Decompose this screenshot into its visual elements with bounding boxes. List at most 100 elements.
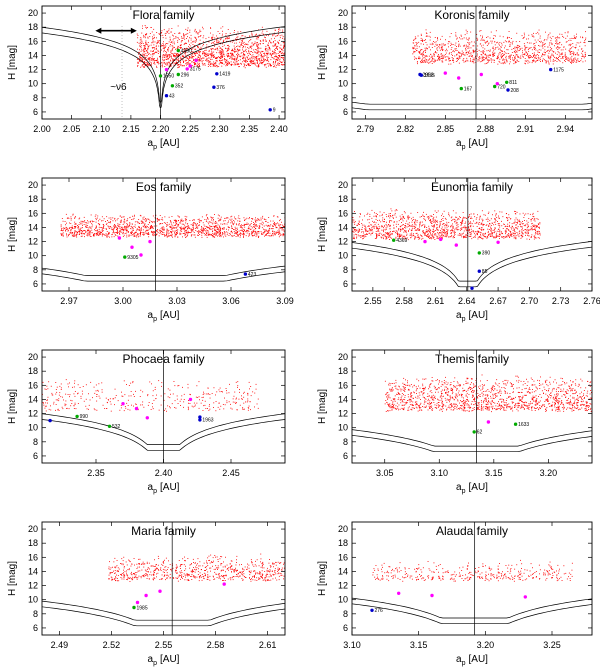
member-point (448, 214, 450, 215)
member-point (510, 57, 511, 59)
member-point (513, 229, 515, 231)
member-point (460, 53, 462, 54)
member-point (173, 41, 175, 43)
member-point (203, 57, 205, 59)
member-point (150, 27, 152, 28)
panel-title: Flora family (132, 8, 194, 22)
member-point (536, 58, 537, 59)
member-point (63, 229, 64, 231)
member-point (515, 52, 516, 54)
y-tick-label: 6 (343, 107, 348, 117)
member-point (240, 232, 241, 234)
member-point (444, 217, 446, 219)
member-point (458, 46, 459, 48)
member-point (237, 234, 239, 236)
member-point (252, 54, 254, 56)
member-point (130, 232, 132, 233)
member-point (432, 58, 434, 60)
member-point (72, 235, 74, 237)
member-point (222, 232, 223, 233)
member-point (75, 226, 77, 228)
member-point (143, 48, 145, 50)
member-point (246, 224, 248, 225)
member-point (253, 231, 255, 233)
member-point (171, 233, 173, 235)
member-point (527, 55, 529, 57)
member-point (104, 234, 106, 236)
member-point (562, 58, 564, 59)
member-point (170, 64, 171, 65)
member-point (243, 229, 245, 230)
member-point (474, 233, 475, 235)
member-point (176, 222, 178, 224)
member-point (483, 52, 485, 54)
member-point (456, 58, 458, 60)
member-point (195, 55, 196, 56)
member-point (194, 228, 196, 229)
member-point (420, 225, 422, 227)
member-point (463, 54, 465, 56)
member-point (177, 232, 178, 234)
member-point (470, 52, 472, 54)
member-point (557, 49, 559, 50)
member-point (171, 41, 173, 42)
member-point (165, 45, 167, 47)
member-point (214, 62, 216, 64)
member-point (450, 33, 452, 34)
member-point (153, 28, 155, 30)
member-point (153, 231, 155, 232)
member-point (437, 39, 439, 41)
member-point (157, 49, 159, 51)
member-point (195, 38, 197, 39)
member-point (226, 37, 228, 38)
member-point (262, 39, 264, 41)
member-point (215, 58, 216, 59)
member-point (197, 59, 199, 61)
member-point (174, 232, 175, 234)
member-point (208, 36, 210, 38)
member-point (495, 47, 497, 49)
member-point (244, 226, 246, 228)
member-point (513, 58, 515, 60)
member-point (150, 54, 152, 56)
member-point (561, 44, 563, 46)
member-point (223, 52, 225, 54)
member-point (444, 56, 446, 58)
member-point (179, 232, 181, 234)
member-point (139, 233, 141, 234)
member-point (566, 35, 568, 37)
member-point (215, 62, 217, 63)
member-point (267, 232, 269, 234)
member-point (72, 232, 74, 233)
member-point (156, 225, 158, 227)
member-point (541, 44, 543, 46)
member-point (252, 61, 254, 62)
member-point (190, 45, 192, 47)
member-point (140, 215, 142, 217)
member-point (427, 61, 429, 63)
member-point (175, 232, 177, 233)
member-point (248, 226, 250, 228)
member-point (65, 226, 67, 228)
member-point (186, 232, 187, 233)
member-point (108, 221, 109, 223)
member-point (253, 43, 255, 45)
member-point (440, 53, 442, 54)
member-point (549, 57, 551, 59)
member-point (543, 51, 545, 53)
member-point (158, 33, 160, 34)
member-point (170, 50, 172, 52)
member-point (425, 52, 426, 53)
member-point (277, 58, 278, 60)
member-point (186, 42, 187, 44)
member-point (160, 230, 162, 232)
member-point (212, 65, 214, 67)
member-point (258, 63, 260, 65)
member-point (496, 236, 497, 238)
member-point (153, 44, 155, 46)
member-point (237, 53, 239, 55)
member-point (75, 216, 76, 218)
member-point (221, 50, 223, 52)
member-point (275, 45, 277, 47)
member-point (428, 35, 430, 37)
